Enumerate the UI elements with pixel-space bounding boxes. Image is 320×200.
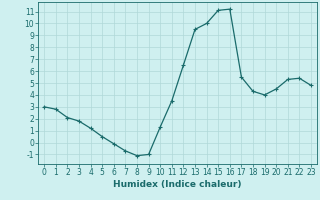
X-axis label: Humidex (Indice chaleur): Humidex (Indice chaleur): [113, 180, 242, 189]
